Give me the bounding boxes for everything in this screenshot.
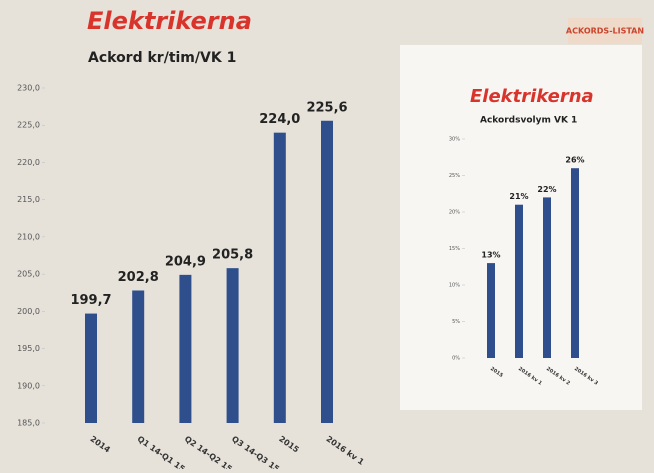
chart-subtitle: Ackord kr/tim/VK 1 xyxy=(88,50,236,66)
y-tick-label: 210,0 xyxy=(17,232,40,241)
bar xyxy=(571,168,579,358)
y-tick-label: 10% xyxy=(449,283,460,289)
chart-title: Elektrikerna xyxy=(87,7,252,35)
bar xyxy=(321,121,333,423)
y-tick-label: 220,0 xyxy=(17,158,40,167)
y-tick-label: 190,0 xyxy=(17,381,40,390)
logo: ACKORDS-LISTAN xyxy=(566,27,644,36)
y-tick-label: 225,0 xyxy=(17,121,40,130)
value-label: 202,8 xyxy=(118,270,159,285)
chart-subtitle: Ackordsvolym VK 1 xyxy=(480,116,577,126)
y-tick-label: 20% xyxy=(449,210,460,216)
value-label: 204,9 xyxy=(165,254,206,269)
chart-title: Elektrikerna xyxy=(470,86,594,107)
value-label: 22% xyxy=(537,185,556,194)
y-tick-label: 230,0 xyxy=(17,84,40,93)
y-tick-label: 215,0 xyxy=(17,195,40,204)
value-label: 199,7 xyxy=(70,293,111,308)
poster: ACKORDS-LISTAN Elektrikerna Ackord kr/tim… xyxy=(0,0,654,469)
value-label: 224,0 xyxy=(259,112,300,127)
y-tick-label: 185,0 xyxy=(17,419,40,428)
value-label: 26% xyxy=(565,156,584,165)
bar xyxy=(487,263,495,358)
bar xyxy=(179,275,191,423)
value-label: 21% xyxy=(509,192,528,201)
bar xyxy=(85,314,97,423)
bar xyxy=(543,197,551,358)
y-tick-label: 200,0 xyxy=(17,307,40,316)
y-tick-label: 15% xyxy=(449,246,460,252)
y-tick-label: 205,0 xyxy=(17,270,40,279)
y-tick-label: 25% xyxy=(449,173,460,179)
bar xyxy=(227,268,239,423)
y-tick-label: 0% xyxy=(452,356,460,362)
value-label: 205,8 xyxy=(212,248,253,263)
bar xyxy=(515,205,523,358)
value-label: 225,6 xyxy=(306,100,347,115)
y-tick-label: 30% xyxy=(449,137,460,143)
bar xyxy=(274,133,286,423)
y-tick-label: 5% xyxy=(452,319,460,325)
bar xyxy=(132,290,144,423)
value-label: 13% xyxy=(481,251,500,260)
y-tick-label: 195,0 xyxy=(17,344,40,353)
